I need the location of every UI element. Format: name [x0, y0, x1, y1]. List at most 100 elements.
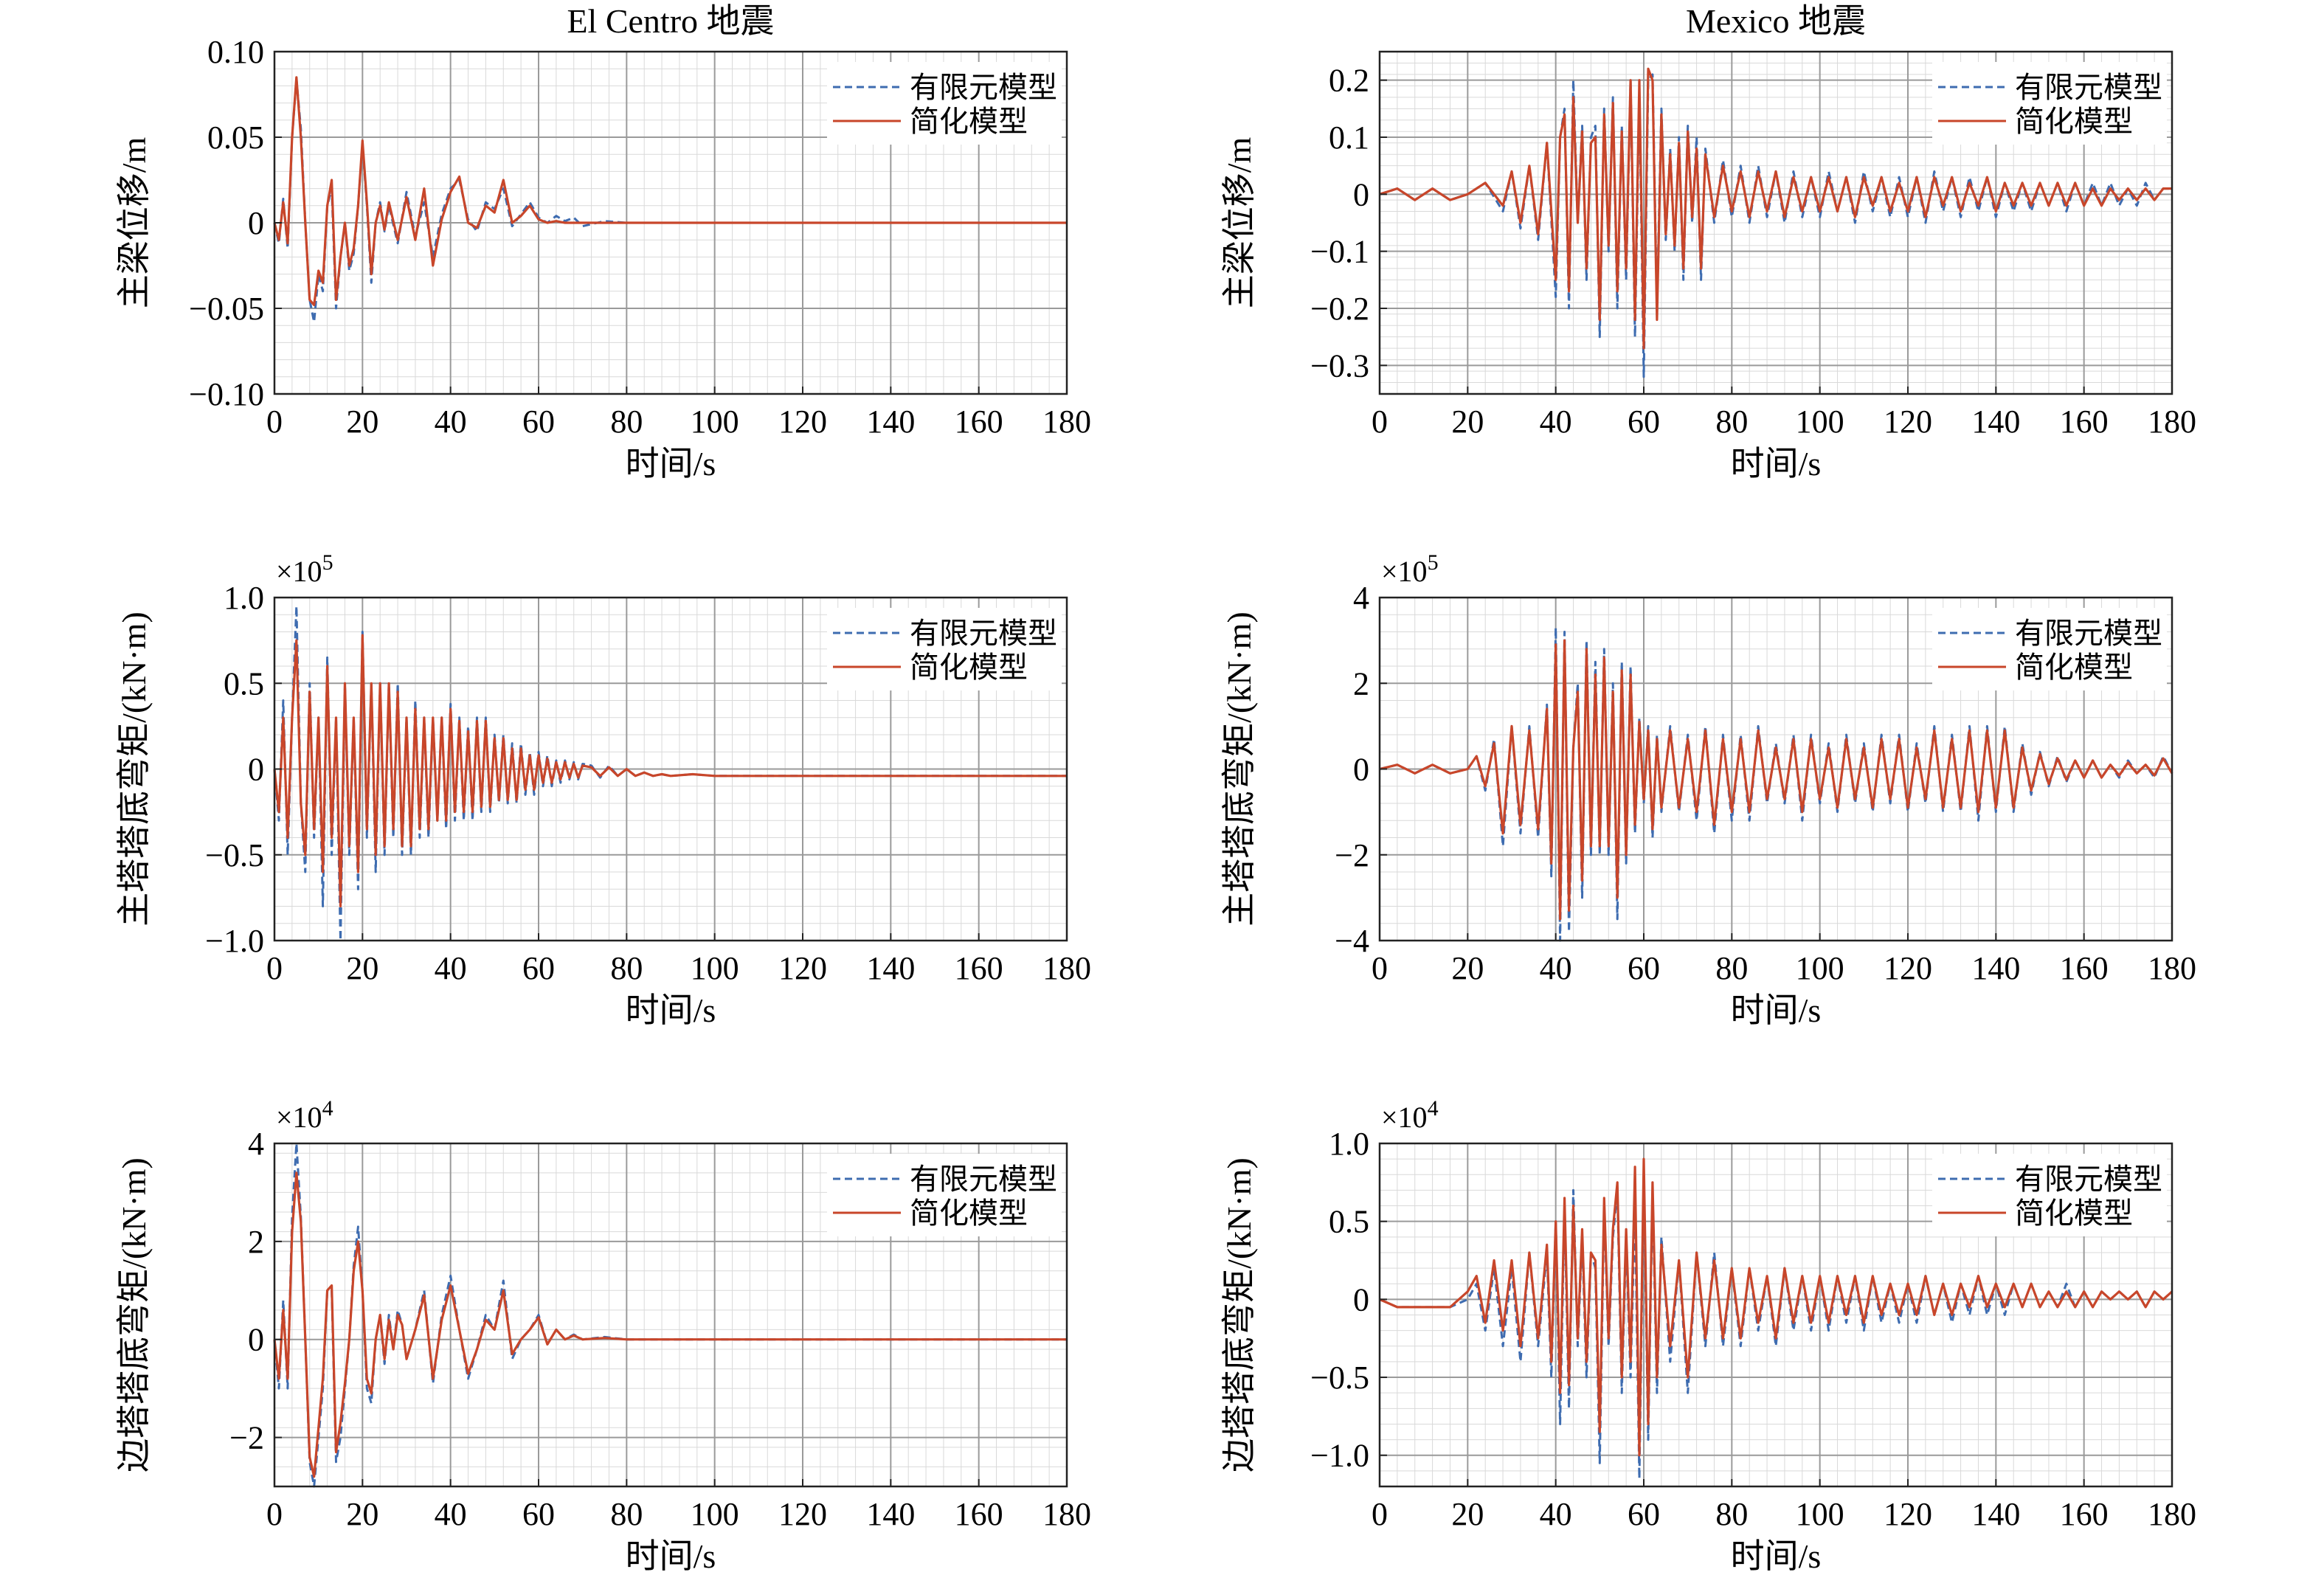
- x-tick-label: 0: [266, 950, 283, 986]
- ticks: [1379, 597, 2173, 941]
- x-tick-label: 180: [1042, 950, 1091, 986]
- x-tick-label: 180: [1042, 1496, 1091, 1532]
- series-line-simplified: [1379, 639, 2173, 921]
- x-tick-label: 20: [346, 950, 378, 986]
- x-tick-label: 20: [1451, 1496, 1484, 1532]
- x-tick-label: 140: [866, 404, 915, 440]
- axis-exponent: ×105: [276, 550, 333, 588]
- y-tick-label: −0.10: [189, 376, 264, 412]
- legend-box: [827, 1154, 1062, 1236]
- legend-label: 简化模型: [910, 651, 1028, 684]
- chart-title: Mexico 地震: [1686, 2, 1866, 40]
- y-tick-label: −0.5: [1310, 1360, 1369, 1396]
- y-tick-label: 0.10: [207, 34, 264, 70]
- exponent-power: 4: [322, 1096, 333, 1121]
- x-tick-label: 20: [346, 404, 378, 440]
- x-tick-label: 0: [266, 1496, 283, 1532]
- x-tick-label: 0: [266, 404, 283, 440]
- y-tick-label: 0: [1353, 1281, 1369, 1318]
- axis-exponent: ×105: [1381, 550, 1439, 588]
- y-tick-label: 0.2: [1329, 63, 1369, 99]
- series-line-simplified: [273, 1171, 1067, 1478]
- series-line-fem: [273, 77, 1067, 324]
- y-tick-label: 4: [248, 1126, 264, 1162]
- y-tick-label: −0.1: [1310, 234, 1369, 270]
- legend-box: [1932, 608, 2167, 690]
- x-tick-label: 80: [610, 404, 643, 440]
- x-tick-label: 60: [1628, 404, 1660, 440]
- x-tick-label: 80: [1715, 950, 1748, 986]
- chart-panel: 0 20 40 60 80 100 120 140 160 180−2024×104时间/s边塔塔…: [115, 1096, 1091, 1575]
- x-axis-label: 时间/s: [1731, 1537, 1822, 1575]
- exponent-power: 5: [1428, 550, 1439, 575]
- legend-label: 有限元模型: [910, 1163, 1057, 1196]
- x-tick-label: 0: [1372, 1496, 1388, 1532]
- legend-label: 有限元模型: [2015, 71, 2162, 104]
- x-tick-label: 180: [2148, 950, 2196, 986]
- y-tick-label: −0.05: [189, 291, 264, 327]
- x-tick-label: 60: [1628, 950, 1660, 986]
- x-tick-label: 120: [778, 950, 827, 986]
- chart-panel: 0 20 40 60 80 100 120 140 160 180 −4 −2 0 2 4 ×105 时间/s 主…: [1220, 550, 2196, 1029]
- x-tick-label: 160: [2060, 404, 2109, 440]
- x-tick-label: 20: [346, 1496, 378, 1532]
- y-tick-label: 0: [248, 1322, 264, 1358]
- y-axis-label: 主塔塔底弯矩/(kN·m): [1220, 612, 1258, 927]
- x-tick-label: 100: [691, 1496, 739, 1532]
- x-axis-label: 时间/s: [626, 991, 716, 1029]
- y-tick-label: −0.3: [1310, 347, 1369, 384]
- x-tick-label: 120: [1884, 404, 1932, 440]
- y-tick-label: −4: [1335, 923, 1369, 959]
- x-axis-label: 时间/s: [626, 445, 716, 482]
- series-line-simplified: [273, 634, 1067, 908]
- series-line-simplified: [273, 76, 1067, 306]
- x-tick-label: 100: [1796, 404, 1844, 440]
- exponent-base: ×10: [1381, 1101, 1428, 1134]
- x-tick-label: 160: [2060, 950, 2109, 986]
- exponent-power: 5: [322, 550, 333, 575]
- axes-frame: [273, 1142, 1068, 1488]
- axes-frame: [1378, 50, 2173, 395]
- y-tick-label: 4: [1353, 580, 1369, 616]
- y-tick-label: 0.1: [1329, 120, 1369, 156]
- y-tick-label: −0.5: [205, 837, 264, 873]
- y-tick-label: 0.5: [224, 665, 264, 702]
- legend-box: [1932, 1154, 2167, 1236]
- axis-exponent: ×104: [276, 1096, 333, 1134]
- chart-panel: 0 20 40 60 80 100 120 140 160 180 −0.10 −0.05 0 0.05 0…: [115, 2, 1091, 482]
- x-tick-label: 60: [522, 404, 555, 440]
- x-tick-label: 160: [2060, 1496, 2109, 1532]
- y-tick-label: 0.5: [1329, 1204, 1369, 1240]
- ticks: [274, 51, 1068, 395]
- legend-label: 简化模型: [910, 105, 1028, 138]
- y-tick-label: 2: [1353, 665, 1369, 702]
- exponent-base: ×10: [276, 555, 322, 588]
- x-tick-label: 40: [435, 404, 467, 440]
- x-tick-label: 40: [1540, 1496, 1572, 1532]
- x-tick-label: 60: [522, 950, 555, 986]
- x-tick-label: 180: [1042, 404, 1091, 440]
- x-tick-label: 160: [955, 1496, 1003, 1532]
- x-tick-label: 120: [778, 1496, 827, 1532]
- y-tick-label: −0.2: [1310, 291, 1369, 327]
- y-tick-label: −2: [229, 1420, 264, 1456]
- y-axis-label: 主梁位移/m: [115, 137, 153, 309]
- x-tick-label: 60: [1628, 1496, 1660, 1532]
- y-tick-label: 0: [248, 205, 264, 241]
- x-tick-label: 100: [691, 404, 739, 440]
- x-axis-label: 时间/s: [626, 1537, 716, 1575]
- exponent-power: 4: [1428, 1096, 1439, 1121]
- x-tick-label: 20: [1451, 950, 1484, 986]
- legend-label: 有限元模型: [910, 71, 1057, 104]
- y-axis-label: 主梁位移/m: [1220, 137, 1258, 309]
- legend-box: [827, 608, 1062, 690]
- y-tick-label: 1.0: [1329, 1126, 1369, 1162]
- x-tick-label: 160: [955, 950, 1003, 986]
- x-tick-label: 80: [610, 1496, 643, 1532]
- x-axis-label: 时间/s: [1731, 445, 1822, 482]
- x-tick-label: 160: [955, 404, 1003, 440]
- chart-panel: 0 20 40 60 80 100 120 140 160 180 −1.0 −0.5 0 0.5 1.0 ×…: [1220, 1096, 2196, 1575]
